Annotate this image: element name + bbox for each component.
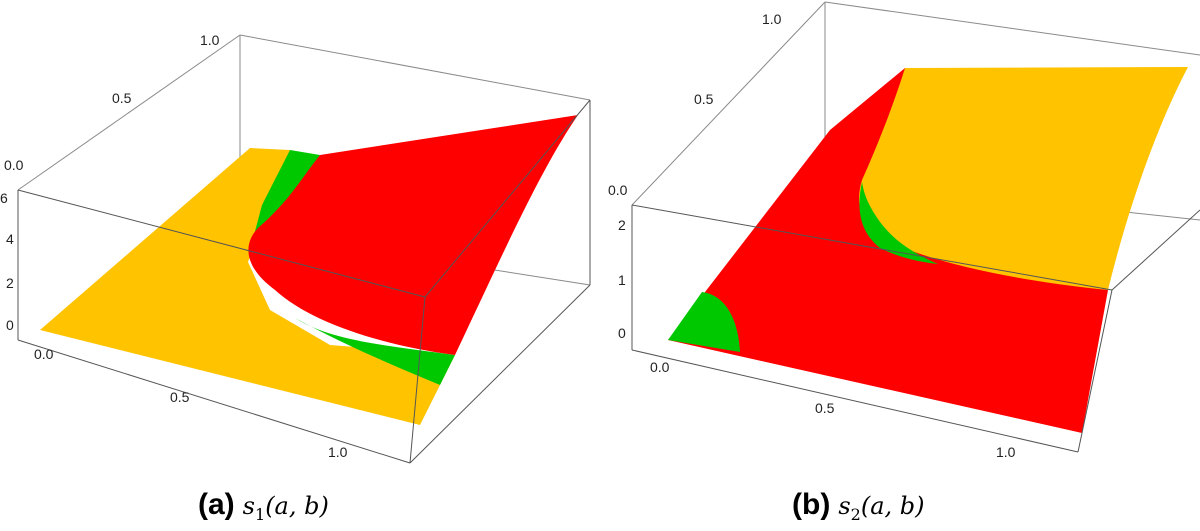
panel-a-red-surface — [248, 115, 579, 355]
panel-b-green-corner — [859, 182, 938, 264]
panel-b-z-tick-1: 1 — [618, 272, 626, 288]
panel-b-front-tick-0.5: 0.5 — [815, 400, 835, 416]
panel-a-caption-math: s1(a, b) — [242, 492, 329, 524]
panel-b-back-tick-0.0: 0.0 — [608, 182, 628, 198]
panel-b-z-tick-2: 2 — [618, 217, 626, 233]
panel-a-front-tick-1.0: 1.0 — [328, 444, 348, 460]
panel-b-z-tick-0: 0 — [618, 325, 626, 341]
panel-a-math-args: (a, b) — [265, 492, 329, 520]
panel-a-plot: 1.0 0.5 0.0 6 4 2 0 0.0 0.5 1.0 — [0, 32, 591, 464]
panel-a-z-tick-0: 0 — [6, 317, 14, 333]
panel-a-z-tick-2: 2 — [6, 275, 14, 291]
panel-a-math-sub: 1 — [255, 504, 266, 524]
panel-b-plot: 1.0 0.5 0.0 2 1 0 0.0 0.5 1.0 — [608, 1, 1200, 460]
panel-b-caption-tag: (b) — [792, 488, 831, 521]
panel-a-caption-tag: (a) — [198, 488, 235, 521]
panel-a-back-tick-0.0: 0.0 — [4, 157, 24, 173]
panel-b-caption: (b) s2(a, b) — [792, 488, 924, 524]
panel-b-yellow-surface — [859, 67, 1188, 290]
panel-b-back-tick-0.5: 0.5 — [694, 91, 714, 107]
panel-a-back-tick-1.0: 1.0 — [200, 32, 220, 48]
panel-a-green-lower — [295, 318, 455, 385]
panel-b-front-tick-0.0: 0.0 — [650, 359, 670, 375]
panel-a-z-tick-6: 6 — [0, 190, 8, 206]
panel-a-caption: (a) s1(a, b) — [198, 488, 329, 524]
panel-b-box-front — [631, 204, 1200, 453]
panel-a-front-tick-0.5: 0.5 — [170, 389, 190, 405]
panel-b-math-sub: 2 — [850, 504, 861, 524]
panel-b-back-tick-1.0: 1.0 — [762, 11, 782, 27]
panel-a-math-base: s — [242, 492, 255, 520]
panel-a-box-front — [17, 99, 591, 464]
panel-b-caption-math: s2(a, b) — [838, 492, 925, 524]
panel-a-yellow-surface — [40, 148, 455, 425]
panel-b-green-origin — [668, 292, 740, 352]
panel-a-front-tick-0.0: 0.0 — [34, 346, 54, 362]
panel-b-math-args: (a, b) — [860, 492, 925, 520]
panel-b-math-base: s — [838, 492, 851, 520]
panel-b-front-tick-1.0: 1.0 — [996, 444, 1016, 460]
panel-a-z-tick-4: 4 — [6, 231, 14, 247]
panel-a-back-tick-0.5: 0.5 — [112, 90, 132, 106]
